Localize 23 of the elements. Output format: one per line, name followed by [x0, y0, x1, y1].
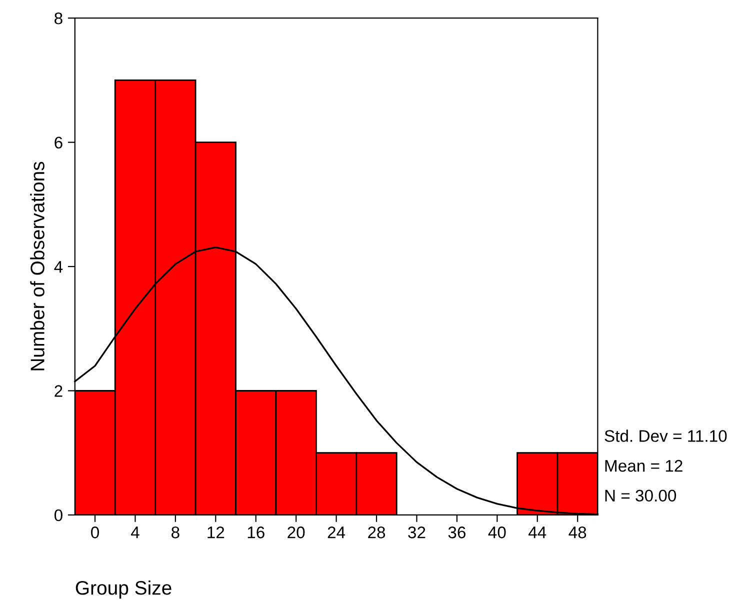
- x-tick-label: 44: [528, 526, 546, 538]
- y-tick-label: 6: [54, 136, 62, 149]
- y-tick-label: 0: [54, 509, 62, 522]
- text: Mean = 12: [605, 460, 682, 472]
- y-axis-title: Number of Observations: [30, 162, 44, 370]
- x-tick-label: 12: [208, 526, 224, 538]
- text: Std. Dev = 11.10: [604, 430, 727, 442]
- y-tick-label: 8: [54, 12, 62, 24]
- x-tick-label: 48: [568, 526, 586, 538]
- x-tick-label: 32: [408, 526, 426, 538]
- x-tick-label: 4: [130, 526, 140, 538]
- x-tick-label: 24: [328, 526, 346, 538]
- x-tick-label: 36: [448, 526, 466, 538]
- x-tick-label: 16: [248, 526, 264, 538]
- x-tick-label: 20: [288, 526, 305, 538]
- x-tick-label: 8: [172, 526, 180, 538]
- text: N = 30.00: [605, 490, 676, 502]
- y-tick-label: 4: [54, 261, 63, 273]
- x-tick-label: 28: [368, 526, 386, 538]
- y-tick-label: 2: [54, 385, 62, 397]
- x-tick-label: 40: [488, 526, 506, 538]
- x-axis-title: Group Size: [76, 580, 172, 599]
- x-tick-label: 0: [91, 526, 99, 538]
